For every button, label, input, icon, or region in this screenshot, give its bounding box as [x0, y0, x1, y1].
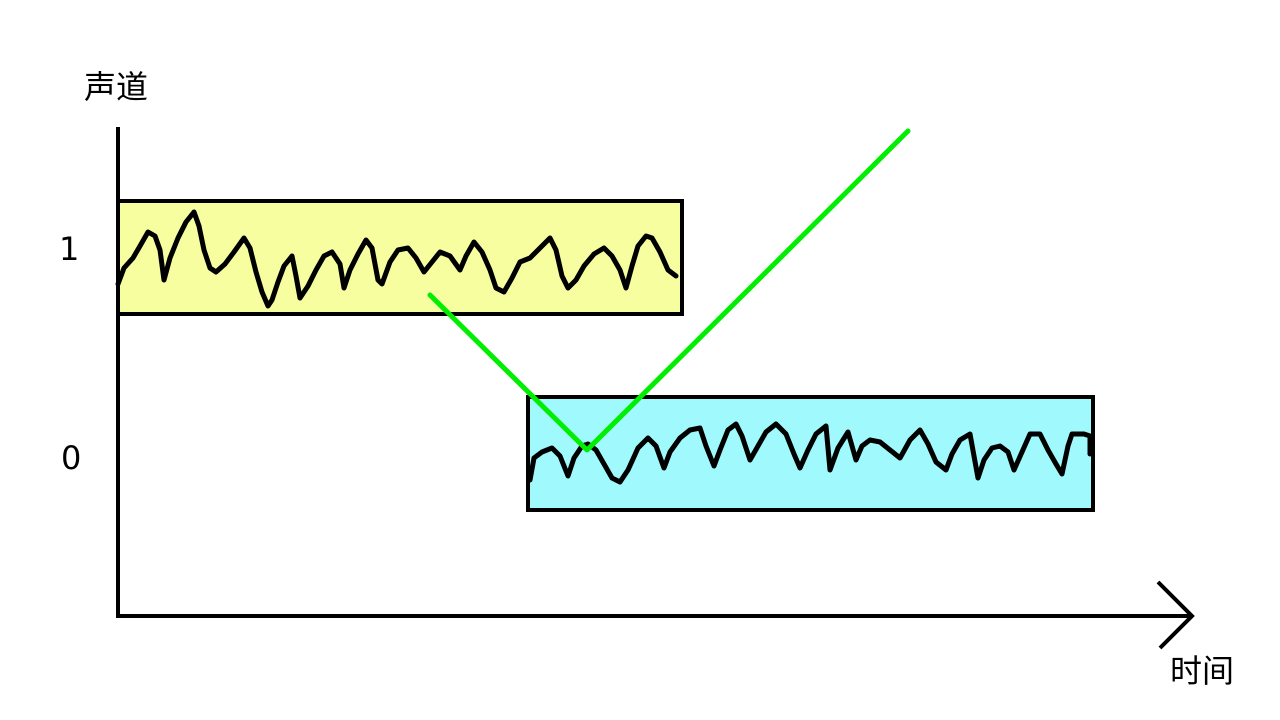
channel-1-waveform — [115, 209, 679, 309]
channel-1-clip — [116, 199, 684, 316]
transition-marker-line — [427, 128, 911, 453]
channel-0-label: 0 — [61, 439, 81, 477]
channel-1-label: 1 — [59, 230, 79, 268]
x-axis-label: 时间 — [1170, 652, 1234, 690]
channel-0-waveform — [527, 421, 1093, 485]
x-axis-arrowhead — [1156, 580, 1195, 650]
y-axis-label: 声道 — [84, 68, 148, 106]
